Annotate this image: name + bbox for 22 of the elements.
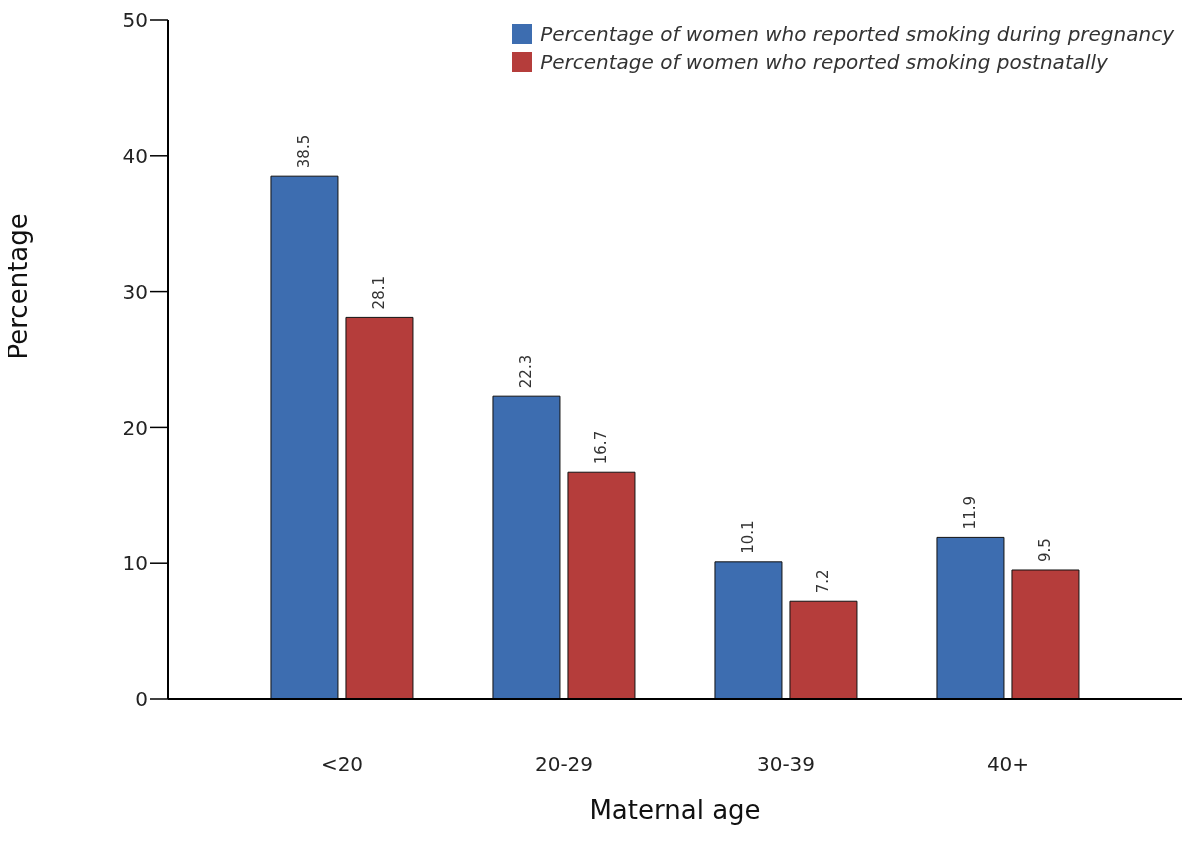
y-axis-title: Percentage bbox=[3, 213, 34, 360]
data-label: 38.5 bbox=[295, 134, 314, 169]
x-tick-label: 40+ bbox=[986, 752, 1030, 777]
x-tick-label: 20-29 bbox=[534, 752, 594, 777]
data-label: 28.1 bbox=[370, 276, 389, 310]
y-tick-label: 0 bbox=[135, 687, 148, 712]
data-label: 7.2 bbox=[814, 569, 833, 594]
data-label: 11.9 bbox=[961, 495, 980, 530]
data-label: 16.7 bbox=[592, 430, 611, 465]
legend-label: Percentage of women who reported smoking postnatally bbox=[540, 50, 1108, 74]
y-tick-label: 40 bbox=[122, 143, 148, 168]
y-tick-label: 50 bbox=[122, 8, 148, 33]
y-tick-label: 30 bbox=[122, 279, 148, 304]
x-tick-label: 30-39 bbox=[756, 752, 816, 777]
legend-label: Percentage of women who reported smoking during pregnancy bbox=[540, 22, 1174, 46]
y-tick-label: 20 bbox=[122, 415, 148, 440]
data-label: 9.5 bbox=[1036, 538, 1055, 562]
y-tick-label: 10 bbox=[122, 551, 148, 576]
data-label: 10.1 bbox=[739, 520, 758, 554]
x-axis-title: Maternal age bbox=[589, 795, 761, 825]
data-label: 22.3 bbox=[517, 354, 536, 389]
x-tick-label: <20 bbox=[320, 752, 364, 777]
